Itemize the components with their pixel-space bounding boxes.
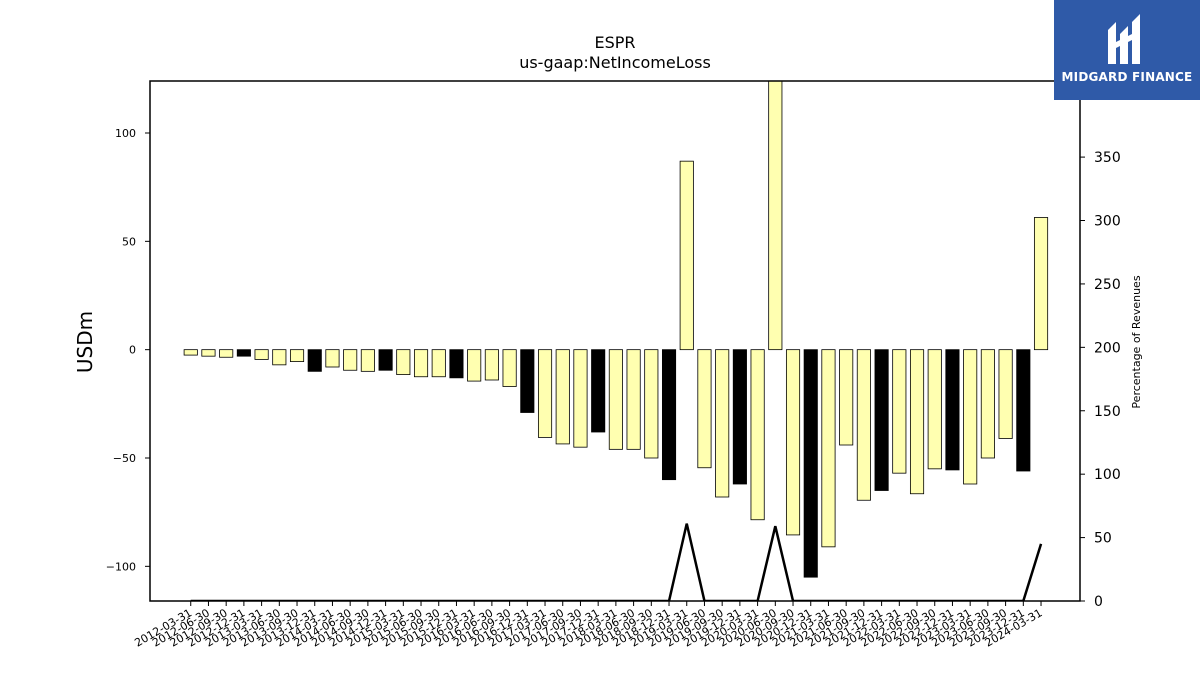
bar-2018-09-30 — [644, 349, 659, 459]
bar-2021-12-31 — [874, 349, 889, 491]
y-tick-label: −100 — [106, 560, 136, 573]
bar-2015-12-31 — [449, 349, 464, 379]
bar-2018-06-30 — [626, 349, 641, 450]
y-right-tick-label: 150 — [1094, 404, 1121, 420]
bar-2014-12-31 — [378, 349, 393, 371]
chart-subtitle: us-gaap:NetIncomeLoss — [519, 53, 711, 72]
bar-2023-12-31 — [1016, 349, 1031, 472]
bar-2017-09-30 — [573, 349, 588, 448]
bar-2016-12-31 — [520, 349, 535, 413]
bar-2017-06-30 — [555, 349, 570, 445]
bar-2019-06-30 — [697, 349, 712, 469]
bar-2015-09-30 — [431, 349, 446, 378]
bar-2024-03-31 — [1033, 217, 1049, 351]
y-right-tick-label: 0 — [1094, 594, 1103, 610]
bar-2012-12-31 — [236, 349, 251, 357]
bar-2018-12-31 — [661, 349, 677, 481]
bar-2016-03-31 — [467, 349, 482, 382]
bar-2019-09-30 — [715, 349, 730, 498]
bar-2022-12-31 — [945, 349, 960, 471]
y-tick-label: 100 — [115, 127, 136, 140]
bar-2021-09-30 — [856, 349, 871, 501]
logo-text: MIDGARD FINANCE — [1061, 70, 1193, 84]
y-right-tick-label: 350 — [1094, 150, 1121, 166]
bar-2023-03-31 — [963, 349, 978, 485]
bar-2012-06-30 — [201, 349, 216, 357]
bar-2013-09-30 — [289, 349, 305, 362]
bar-2014-09-30 — [360, 349, 375, 372]
bar-2019-12-31 — [732, 349, 747, 485]
y-right-tick-label: 250 — [1094, 277, 1121, 293]
bar-2021-06-30 — [839, 349, 854, 446]
midgard-logo-icon — [1108, 14, 1140, 64]
bar-2022-06-30 — [909, 349, 925, 495]
bar-2023-09-30 — [998, 349, 1013, 439]
bar-2022-09-30 — [927, 349, 942, 470]
plot-area: −100−500501000501001502002503003502012-0… — [106, 80, 1121, 650]
bar-2013-06-30 — [272, 349, 287, 366]
y-tick-label: 0 — [129, 344, 136, 357]
y-right-tick-label: 50 — [1094, 531, 1112, 547]
y-right-tick-label: 200 — [1094, 340, 1121, 356]
plot-frame — [149, 80, 1081, 602]
y-right-tick-label: 300 — [1094, 214, 1121, 230]
y-axis-label: USDm — [73, 311, 97, 373]
bar-2012-03-31 — [183, 349, 198, 356]
bar-2020-06-30 — [768, 81, 783, 351]
y-axis-right-label: Percentage of Revenues — [1130, 275, 1143, 408]
bar-2014-06-30 — [343, 349, 358, 371]
bar-2012-09-30 — [219, 349, 234, 358]
bar-2013-03-31 — [254, 349, 269, 360]
bars-group — [183, 81, 1049, 601]
chart-title: ESPR — [594, 33, 635, 52]
bar-2021-03-31 — [821, 349, 836, 548]
bar-2020-09-30 — [785, 349, 801, 536]
bar-2015-03-31 — [396, 349, 411, 375]
bar-2023-06-30 — [980, 349, 995, 459]
bar-2017-12-31 — [591, 349, 606, 433]
bar-2016-09-30 — [502, 349, 517, 387]
y-tick-label: 50 — [122, 235, 136, 248]
bar-2017-03-31 — [537, 349, 553, 438]
y-tick-label: −50 — [113, 452, 136, 465]
bar-2018-03-31 — [608, 349, 623, 450]
bar-2014-03-31 — [325, 349, 340, 368]
bar-2022-03-31 — [892, 349, 907, 474]
bar-2013-12-31 — [307, 349, 322, 372]
bar-2019-03-31 — [679, 160, 694, 351]
bar-2015-06-30 — [413, 349, 429, 378]
bar-2016-06-30 — [484, 349, 499, 381]
y-right-tick-label: 100 — [1094, 467, 1121, 483]
line-series-revenue-pct — [190, 523, 1043, 601]
bar-2020-12-31 — [803, 349, 818, 578]
brand-logo: MIDGARD FINANCE — [1054, 0, 1200, 100]
bar-2020-03-31 — [750, 349, 765, 521]
